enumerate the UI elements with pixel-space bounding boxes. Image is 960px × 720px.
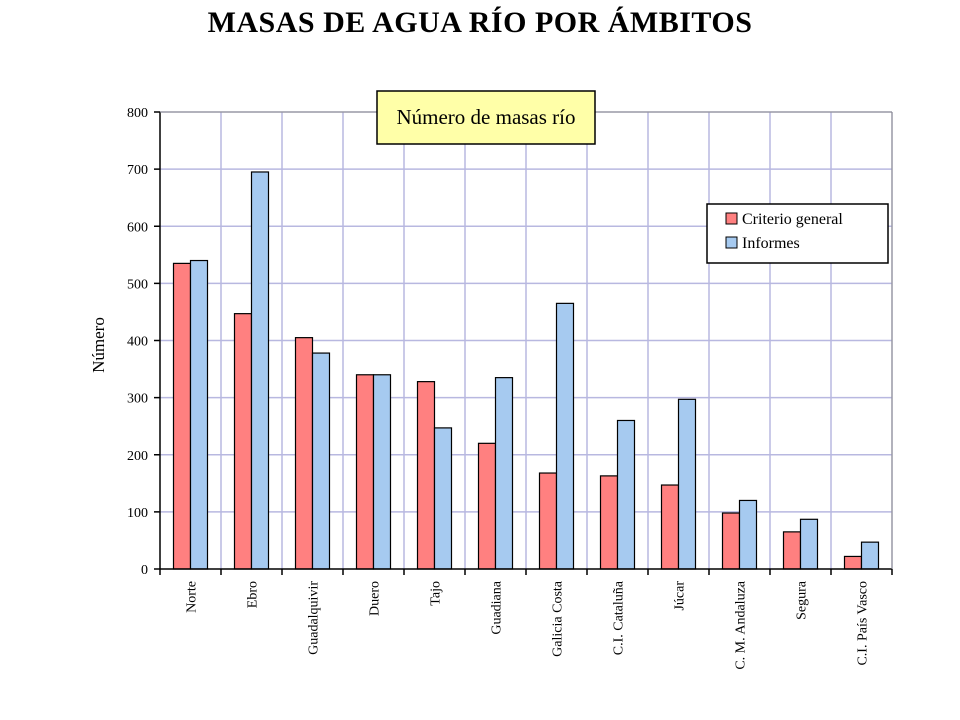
y-axis-title: Número	[89, 317, 108, 373]
chart-title-background	[376, 90, 596, 145]
y-tick-label: 600	[127, 220, 148, 235]
bar-informes	[799, 518, 819, 570]
x-tick-labels: Norte Ebro Guadalquivir Duero Tajo Guadiana Ga…	[185, 580, 871, 669]
x-tick-label: Guadiana	[490, 580, 505, 634]
bar-informes	[250, 171, 270, 570]
bar-informes	[555, 302, 575, 570]
bar-criterio-general	[843, 555, 863, 570]
legend-swatch	[725, 212, 738, 225]
bar-criterio-general	[538, 472, 558, 570]
y-tick-label: 500	[127, 277, 148, 292]
legend-label: Informes	[742, 235, 800, 252]
bar-informes	[372, 374, 392, 570]
bar-criterio-general	[233, 313, 253, 570]
bar-criterio-general	[477, 442, 497, 570]
bar-informes	[860, 541, 880, 570]
bar-criterio-general	[172, 262, 192, 570]
bar-criterio-general	[599, 475, 619, 570]
x-tick-label: Guadalquivir	[307, 581, 322, 655]
bar-criterio-general	[782, 531, 802, 570]
x-tick-label: Segura	[795, 580, 810, 620]
y-tick-label: 400	[127, 335, 148, 350]
bar-criterio-general	[660, 484, 680, 570]
x-tick-label: Norte	[185, 581, 200, 613]
y-tick-label: 100	[127, 506, 148, 521]
bars	[172, 171, 880, 570]
x-tick-label: C.I. País Vasco	[856, 581, 871, 666]
y-tick-label: 700	[127, 163, 148, 178]
y-tick-label: 300	[127, 392, 148, 407]
y-tick-labels: 0 100 200 300 400 500 600 700 800	[127, 106, 148, 578]
bar-informes	[189, 259, 209, 570]
chart-title-box: Número de masas río	[376, 90, 596, 145]
y-tick-label: 0	[141, 563, 148, 578]
legend: Criterio general Informes	[706, 203, 889, 264]
bar-criterio-general	[416, 381, 436, 570]
x-tick-label: Galicia Costa	[551, 580, 566, 657]
y-tick-label: 200	[127, 449, 148, 464]
x-tick-label: Júcar	[673, 581, 688, 611]
bar-informes	[494, 377, 514, 570]
bar-informes	[433, 427, 453, 570]
bar-informes	[738, 499, 758, 570]
bar-informes	[311, 352, 331, 570]
bar-informes	[677, 398, 697, 570]
x-tick-label: Duero	[368, 581, 383, 616]
x-tick-label: Ebro	[246, 581, 261, 608]
chart-title: Número de masas río	[396, 105, 575, 129]
legend-swatch	[725, 236, 738, 249]
bar-criterio-general	[721, 512, 741, 570]
y-tick-label: 800	[127, 106, 148, 121]
bar-informes	[616, 419, 636, 570]
x-tick-label: C. M. Andaluza	[734, 580, 749, 669]
legend-label: Criterio general	[742, 211, 843, 228]
bar-criterio-general	[355, 374, 375, 570]
x-tick-label: Tajo	[429, 581, 444, 606]
bar-criterio-general	[294, 337, 314, 570]
page-title: MASAS DE AGUA RÍO POR ÁMBITOS	[207, 6, 753, 39]
x-tick-label: C.I. Cataluña	[612, 580, 627, 655]
